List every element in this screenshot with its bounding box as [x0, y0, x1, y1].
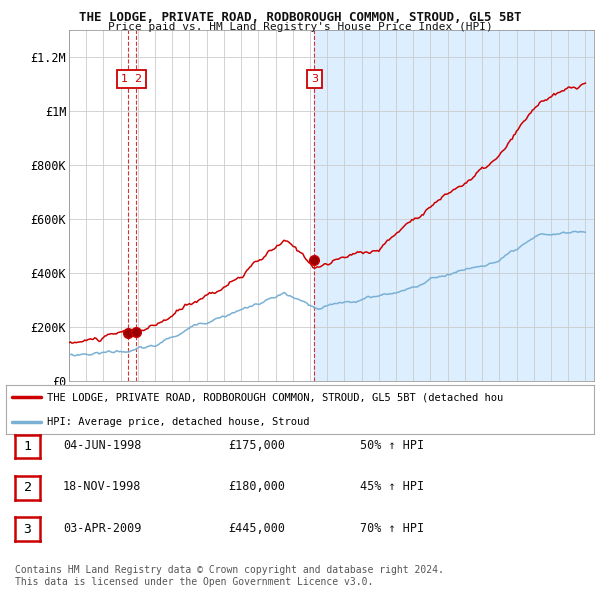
Text: £445,000: £445,000: [228, 522, 285, 535]
Text: THE LODGE, PRIVATE ROAD, RODBOROUGH COMMON, STROUD, GL5 5BT (detached hou: THE LODGE, PRIVATE ROAD, RODBOROUGH COMM…: [47, 392, 503, 402]
Text: 2: 2: [23, 481, 32, 494]
Text: 1: 1: [23, 440, 32, 453]
Text: 3: 3: [311, 74, 318, 84]
Text: Contains HM Land Registry data © Crown copyright and database right 2024.
This d: Contains HM Land Registry data © Crown c…: [15, 565, 444, 587]
Text: 18-NOV-1998: 18-NOV-1998: [63, 480, 142, 493]
Text: £175,000: £175,000: [228, 439, 285, 452]
Text: 70% ↑ HPI: 70% ↑ HPI: [360, 522, 424, 535]
Text: 1  2: 1 2: [121, 74, 142, 84]
Text: HPI: Average price, detached house, Stroud: HPI: Average price, detached house, Stro…: [47, 417, 310, 427]
Text: Price paid vs. HM Land Registry's House Price Index (HPI): Price paid vs. HM Land Registry's House …: [107, 22, 493, 32]
Text: THE LODGE, PRIVATE ROAD, RODBOROUGH COMMON, STROUD, GL5 5BT: THE LODGE, PRIVATE ROAD, RODBOROUGH COMM…: [79, 11, 521, 24]
Bar: [314, 30, 594, 381]
Text: £180,000: £180,000: [228, 480, 285, 493]
Text: 03-APR-2009: 03-APR-2009: [63, 522, 142, 535]
Text: 04-JUN-1998: 04-JUN-1998: [63, 439, 142, 452]
Text: 50% ↑ HPI: 50% ↑ HPI: [360, 439, 424, 452]
Text: 45% ↑ HPI: 45% ↑ HPI: [360, 480, 424, 493]
Text: 3: 3: [23, 523, 32, 536]
